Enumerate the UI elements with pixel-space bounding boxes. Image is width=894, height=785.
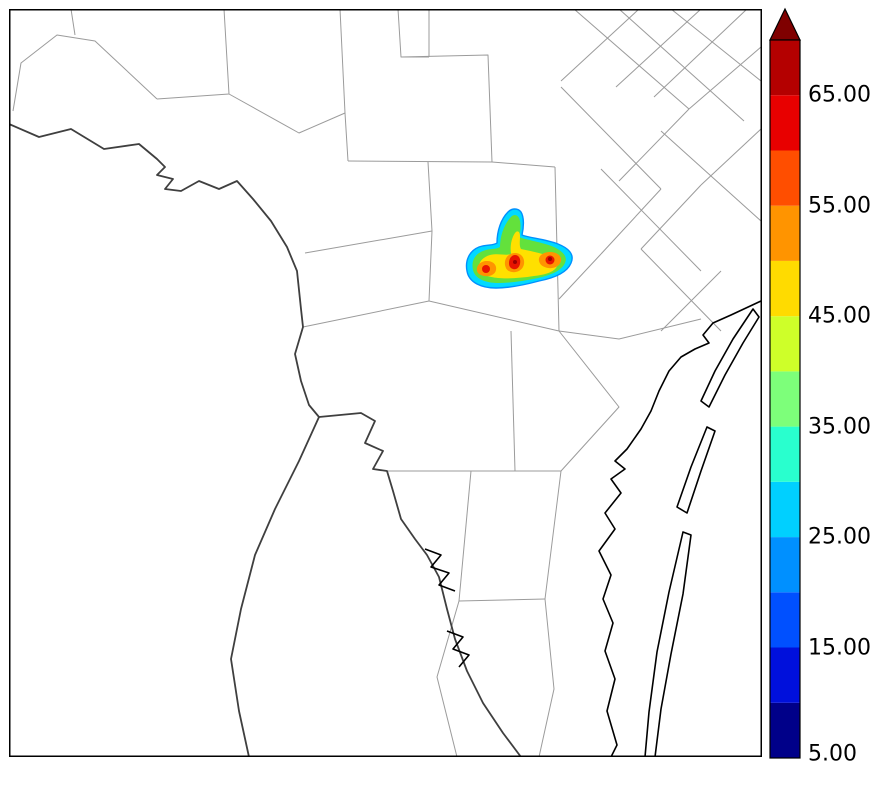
county-line	[615, 9, 702, 88]
barrier-island-icon	[676, 426, 716, 514]
county-line	[544, 470, 562, 600]
colorbar-band	[770, 481, 800, 538]
colorbar-tick-label: 25.00	[808, 525, 871, 550]
colorbar-band	[770, 260, 800, 317]
county-line	[560, 9, 640, 82]
county-line	[670, 9, 762, 82]
concentration-plume	[465, 208, 573, 289]
county-line	[558, 330, 620, 472]
mainland-coast	[598, 300, 762, 757]
region-boundary-main	[9, 123, 522, 757]
county-line	[397, 9, 430, 58]
county-line	[491, 161, 556, 168]
county-line	[458, 470, 472, 602]
colorbar-band	[770, 316, 800, 372]
county-line	[510, 330, 516, 472]
colorbar-tick-label: 55.00	[808, 194, 871, 219]
colorbar-band	[770, 205, 800, 261]
region-boundary	[9, 123, 522, 757]
plume-level-5	[482, 265, 490, 273]
county-line	[428, 300, 560, 332]
county-line	[12, 34, 158, 112]
colorbar: 65.00 55.00 45.00 35.00 25.00 15.00 5.00	[769, 7, 871, 767]
colorbar-bands	[770, 40, 800, 758]
plume-level-6	[548, 257, 552, 261]
lake-icon	[446, 630, 470, 668]
county-line	[618, 9, 745, 122]
map-frame	[9, 9, 762, 757]
colorbar-band	[770, 150, 800, 206]
county-line	[304, 230, 433, 254]
barrier-island-icon	[700, 308, 760, 408]
colorbar-band	[770, 592, 800, 648]
colorbar-arrow	[769, 7, 801, 41]
colorbar-outline	[769, 39, 801, 759]
map-plot	[9, 9, 762, 757]
colorbar-tick-label: 45.00	[808, 304, 871, 329]
county-line	[436, 600, 460, 757]
colorbar-tick-labels: 65.00 55.00 45.00 35.00 25.00 15.00 5.00	[808, 83, 871, 767]
colorbar-band	[770, 40, 800, 96]
county-line	[573, 9, 690, 110]
colorbar-band	[770, 95, 800, 151]
county-line	[302, 300, 430, 328]
colorbar-tick-label: 15.00	[808, 636, 871, 661]
county-boundaries	[12, 9, 762, 757]
colorbar-tick-label: 65.00	[808, 83, 871, 108]
county-line	[458, 598, 546, 602]
county-line	[660, 270, 722, 332]
county-line	[600, 188, 662, 255]
plume-level-6	[513, 260, 517, 264]
colorbar-band	[770, 371, 800, 427]
county-line	[640, 248, 722, 332]
colorbar-tick-label: 5.00	[808, 742, 857, 767]
barrier-island-icon	[644, 531, 692, 757]
county-line	[156, 9, 230, 100]
county-line	[640, 184, 702, 250]
county-line	[228, 93, 346, 134]
lake-icon	[424, 548, 456, 592]
county-line	[558, 253, 602, 300]
colorbar-band	[770, 647, 800, 703]
coastline	[424, 300, 762, 757]
county-line	[339, 9, 349, 162]
colorbar-band	[770, 537, 800, 593]
colorbar-tick-label: 35.00	[808, 415, 871, 440]
county-line	[538, 598, 555, 757]
county-line	[618, 108, 690, 182]
region-boundary-branch	[230, 416, 320, 757]
county-line	[560, 86, 662, 190]
county-line	[600, 168, 702, 272]
county-line	[347, 54, 493, 163]
colorbar-band	[770, 702, 800, 758]
county-line	[70, 9, 76, 36]
county-line	[688, 46, 762, 110]
colorbar-band	[770, 426, 800, 482]
county-line	[558, 318, 702, 340]
county-line	[700, 128, 762, 186]
county-line	[653, 9, 748, 98]
